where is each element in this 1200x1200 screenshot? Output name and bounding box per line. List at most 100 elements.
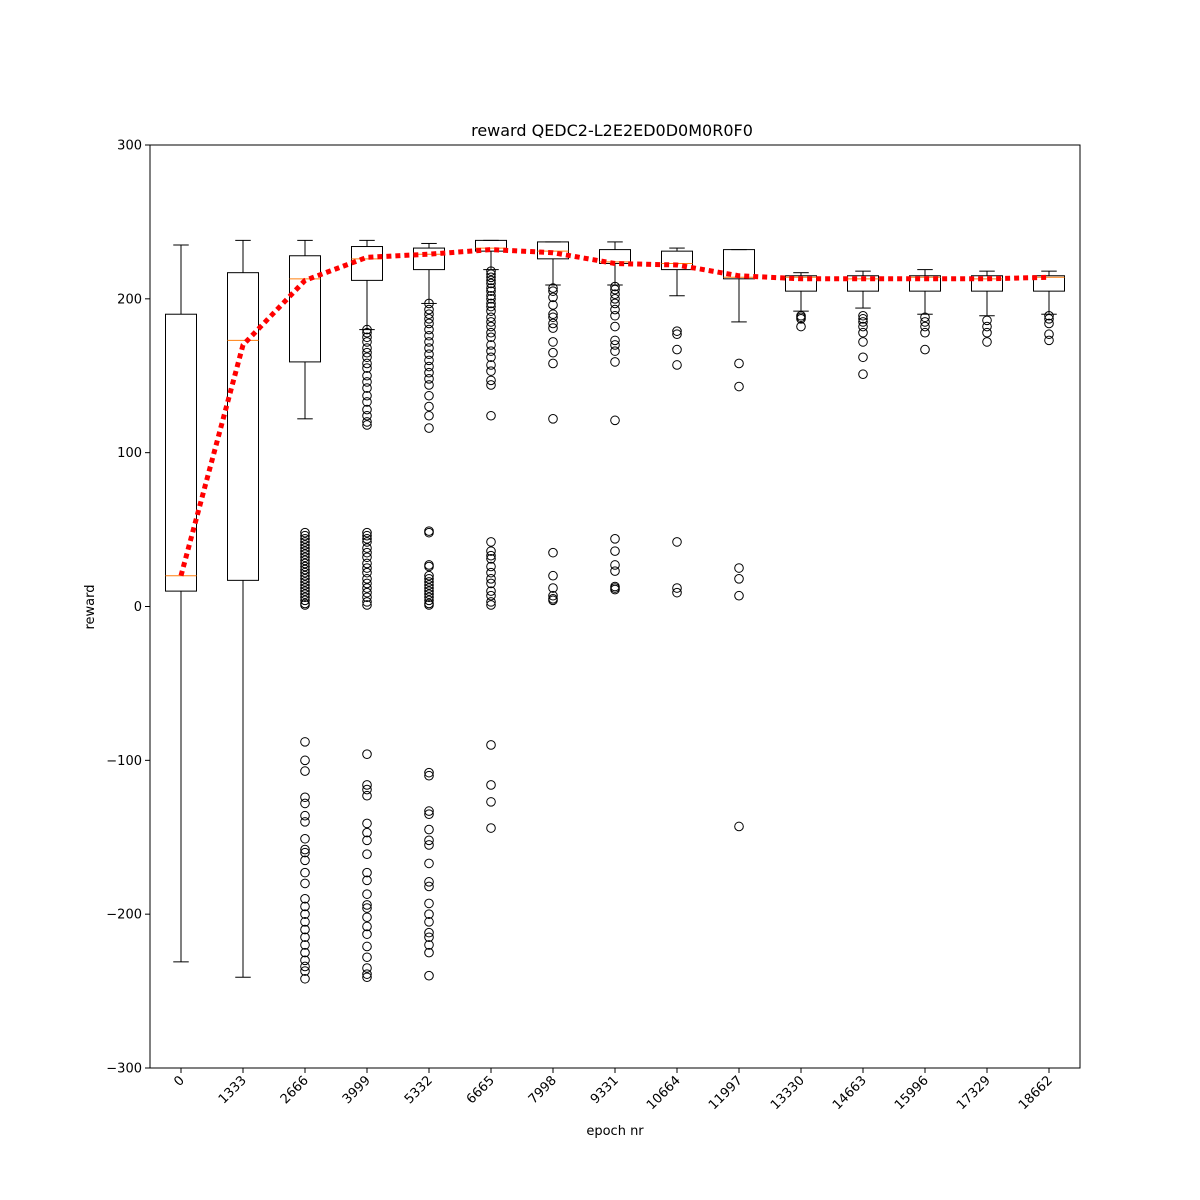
outlier-point: [424, 401, 434, 412]
outlier-point: [362, 574, 372, 584]
outlier-point: [424, 337, 434, 347]
outlier-point: [300, 527, 310, 538]
outlier-point: [362, 390, 372, 401]
x-tick-label: 6665: [464, 1073, 498, 1107]
y-axis-label: reward: [83, 584, 98, 629]
outlier-point: [796, 321, 806, 332]
outlier-point: [362, 849, 372, 859]
box-iqr: [785, 275, 817, 292]
outlier-point: [610, 534, 620, 544]
x-tick-label: 0: [171, 1073, 187, 1089]
outlier-point: [486, 586, 496, 596]
x-tick-label: 11997: [706, 1073, 746, 1113]
outlier-point: [424, 767, 434, 778]
outlier-point: [362, 903, 372, 913]
outlier-point: [362, 363, 372, 373]
outlier-point: [362, 404, 372, 415]
outlier-point: [610, 298, 620, 309]
outlier-point: [362, 867, 372, 878]
box-iqr: [1033, 275, 1065, 292]
outlier-point: [362, 534, 372, 544]
outlier-point: [300, 947, 310, 958]
outlier-point: [362, 337, 372, 347]
outlier-point: [858, 369, 868, 380]
outlier-point: [424, 304, 434, 315]
box-iqr: [475, 239, 507, 252]
outlier-point: [610, 335, 620, 346]
outlier-point: [548, 547, 558, 558]
outlier-point: [486, 380, 496, 390]
outlier-point: [362, 397, 372, 407]
outlier-point: [424, 586, 434, 596]
y-tick-label: 300: [117, 139, 142, 154]
outlier-point: [672, 360, 682, 370]
outlier-point: [300, 537, 310, 547]
outlier-point: [362, 552, 372, 563]
outlier-point: [486, 298, 496, 309]
outlier-point: [424, 940, 434, 950]
outlier-point: [1044, 318, 1054, 329]
outlier-point: [300, 833, 310, 844]
outlier-point: [424, 410, 434, 421]
outlier-point: [672, 329, 682, 340]
outlier-point: [1044, 335, 1054, 346]
outlier-point: [610, 546, 620, 556]
outlier-point: [610, 304, 620, 315]
box-group: [723, 249, 755, 832]
outlier-point: [362, 597, 372, 607]
outlier-point: [548, 312, 558, 323]
outlier-point: [486, 375, 496, 386]
outlier-point: [300, 586, 310, 596]
outlier-point: [424, 583, 434, 593]
outlier-point: [920, 321, 930, 332]
outlier-point: [858, 337, 868, 347]
y-axis: −300 −200 −100 0 100 200 300: [106, 139, 150, 1077]
x-tick-label: 3999: [340, 1073, 374, 1107]
outlier-point: [362, 543, 372, 553]
outlier-point: [424, 561, 434, 572]
outlier-point: [548, 337, 558, 347]
outlier-point: [362, 527, 372, 538]
outlier-point: [362, 780, 372, 790]
outlier-point: [486, 797, 496, 807]
outlier-point: [858, 352, 868, 363]
y-tick-label: 200: [117, 292, 142, 307]
outlier-point: [424, 574, 434, 584]
outlier-point: [424, 330, 434, 341]
outlier-point: [548, 414, 558, 424]
outlier-point: [424, 932, 434, 943]
outlier-point: [424, 770, 434, 781]
outlier-point: [362, 790, 372, 801]
outlier-point: [300, 755, 310, 766]
x-tick-label: 9331: [588, 1073, 622, 1107]
outlier-point: [300, 917, 310, 927]
outlier-point: [362, 972, 372, 983]
outlier-point: [858, 317, 868, 327]
outlier-point: [486, 740, 496, 750]
outlier-point: [486, 352, 496, 363]
outlier-point: [486, 294, 496, 304]
outlier-point: [300, 595, 310, 606]
outlier-point: [424, 343, 434, 353]
outlier-point: [610, 310, 620, 321]
outlier-point: [362, 383, 372, 393]
outlier-point: [424, 318, 434, 329]
box-group: [785, 272, 817, 332]
outlier-point: [362, 347, 372, 358]
outlier-point: [424, 840, 434, 850]
outlier-point: [362, 600, 372, 610]
outlier-point: [362, 417, 372, 427]
box-group: [413, 242, 445, 981]
outlier-point: [300, 766, 310, 776]
x-tick-label: 15996: [892, 1073, 932, 1113]
outlier-point: [734, 821, 744, 832]
outlier-point: [300, 552, 310, 563]
y-tick-label: −200: [106, 908, 142, 923]
chart-title: reward QEDC2-L2E2ED0D0M0R0F0: [471, 121, 753, 140]
outlier-point: [424, 824, 434, 835]
outlier-point: [424, 361, 434, 372]
outlier-point: [486, 266, 496, 276]
outlier-point: [424, 324, 434, 335]
outlier-point: [548, 318, 558, 329]
y-tick-label: 100: [117, 446, 142, 461]
